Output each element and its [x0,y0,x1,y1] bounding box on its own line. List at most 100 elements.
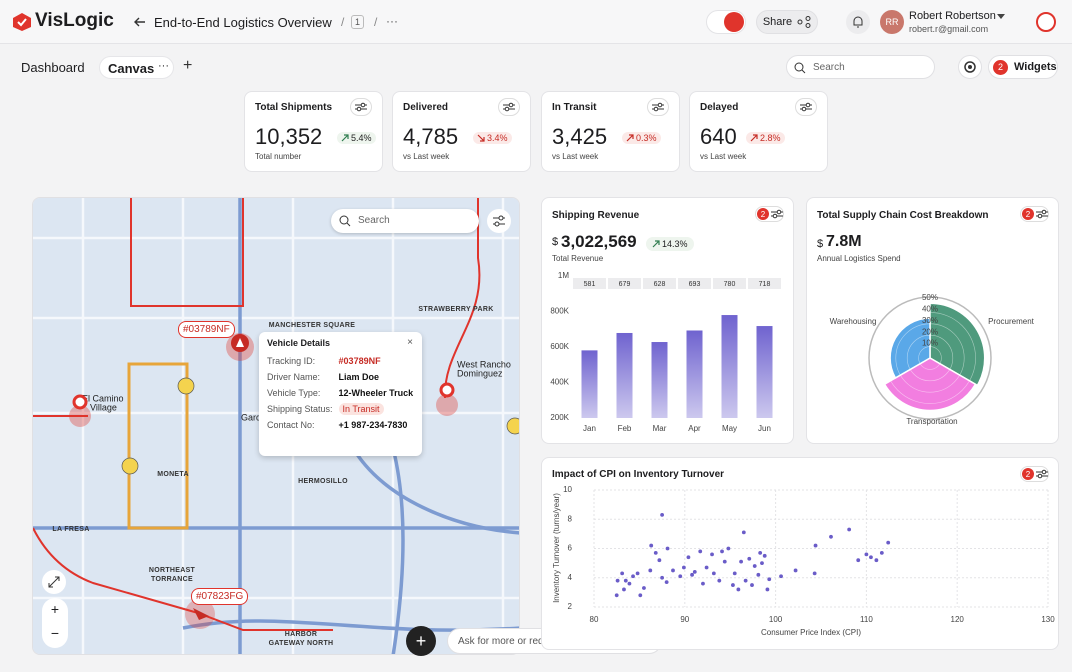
kpi-change-pill: 2.8% [746,132,785,144]
card-badge: 2 [1022,208,1034,220]
page-count[interactable]: 1 [351,15,365,29]
search-placeholder: Search [813,62,845,73]
more-menu[interactable]: ··· [386,14,398,28]
icon [657,102,663,108]
popup-value: Liam Doe [333,369,414,385]
kpi-filter[interactable] [647,98,669,116]
icon [1041,209,1047,215]
map-label: HARBOR [285,631,318,638]
kpi-title: In Transit [552,102,597,113]
kpi-filter[interactable] [498,98,520,116]
icon [776,209,782,215]
note: Total Revenue [552,254,604,263]
assistant-placeholder: Ask for more or request a change [458,636,607,647]
card-actions[interactable]: 2 [1020,206,1049,222]
card-actions[interactable]: 2 [1020,466,1049,482]
widgets-button[interactable]: 2 Widgets [988,55,1058,79]
map-label: STRAWBERRY PARK [418,306,493,313]
pin-label[interactable]: #07823FG [191,588,249,605]
filter-icon [1036,469,1048,479]
popup-close[interactable]: × [407,337,413,348]
avatar[interactable]: RR [880,10,904,34]
share-button[interactable]: Share [756,10,818,34]
zoom-in[interactable]: + [50,601,60,617]
arrow [652,240,660,248]
filter-icon [771,209,783,219]
kpi-title: Total Shipments [255,102,333,113]
search-box[interactable]: Search [786,55,935,79]
popup-value: 12-Wheeler Truck [333,385,414,401]
icon [1037,213,1043,219]
kpi-card: In Transit 3,425 0.3% vs Last week [541,91,680,172]
kpi-title: Delivered [403,102,449,113]
card-title: Total Supply Chain Cost Breakdown [817,210,989,221]
revenue-card: Shipping Revenue $ 3,022,569 14.3% Total… [541,197,794,444]
popup-title: Vehicle Details [267,338,331,348]
zoom-out[interactable]: − [50,625,60,641]
popup-table: Tracking ID: #03789NF Driver Name: Liam Doe… [267,353,413,433]
popup-value-text: Liam Doe [338,372,380,382]
popup-label: Contact No: [267,420,315,430]
currency: $ [817,238,824,250]
kpi-filter[interactable] [350,98,372,116]
kpi-change-pill: 3.4% [473,132,512,144]
popup-label: Shipping Status: [267,404,333,414]
map-search[interactable]: Search [331,209,479,233]
card-actions[interactable]: 2 [755,206,784,222]
icon [504,106,510,112]
icon [360,102,366,108]
widgets-label: Widgets [1014,61,1057,73]
popup-value: +1 987-234-7830 [333,417,414,433]
zoom-control: + − [42,598,68,648]
add-tab[interactable]: + [183,57,193,74]
icon [508,102,514,108]
back-icon[interactable] [133,15,147,29]
kpi-note: vs Last week [552,152,599,161]
share-icon [797,16,811,28]
assistant-add[interactable]: + [406,626,436,656]
user-email: robert.r@gmail.com [909,24,989,34]
icon [1041,469,1047,475]
map-label: GATEWAY NORTH [269,640,334,647]
popup-value-text: 12-Wheeler Truck [338,388,414,398]
tab-more[interactable]: ··· [158,60,169,72]
map-label: LA FRESA [52,526,89,533]
popup-value-text: In Transit [338,403,384,415]
kpi-change: 5.4% [351,133,372,143]
kpi-change: 0.3% [636,133,657,143]
kpi-title: Delayed [700,102,739,113]
tab[interactable]: Dashboard [21,60,85,75]
app-icon[interactable] [1036,12,1056,32]
kpi-filter[interactable] [795,98,817,116]
map-label: Village [90,402,117,412]
trend-icon [626,134,634,142]
popup-row: Tracking ID: #03789NF [267,353,413,369]
map-label: HERMOSILLO [298,478,348,485]
tab-active[interactable]: Canvas ··· [99,56,174,79]
icon [653,106,659,112]
popup-row: Driver Name: Liam Doe [267,369,413,385]
map-filter[interactable] [487,209,511,233]
settings-button[interactable] [958,55,982,79]
notifications[interactable] [846,10,870,34]
popup-row: Shipping Status: In Transit [267,401,413,417]
arrow [477,134,485,142]
user-menu-caret[interactable] [997,14,1005,20]
pin-label[interactable]: #03789NF [178,321,235,338]
currency: $ [552,236,559,248]
total: 7.8M [826,233,862,250]
fullscreen[interactable] [42,570,66,594]
map[interactable]: El Camino MANCHESTER SQUARE STRAWBERRY PA… [32,197,520,655]
popup-value-text: #03789NF [338,356,381,366]
popup-row: Vehicle Type: 12-Wheeler Truck [267,385,413,401]
toggle[interactable] [706,10,746,34]
map-label: El Camino [82,393,124,403]
separator: / [374,15,378,29]
kpi-card: Delayed 640 2.8% vs Last week [689,91,828,172]
icon [356,106,362,112]
popup-label: Driver Name: [267,372,321,382]
cost-card: Total Supply Chain Cost Breakdown $ 7.8M… [806,197,1059,444]
trend-icon [652,240,660,248]
icon [1037,473,1043,479]
